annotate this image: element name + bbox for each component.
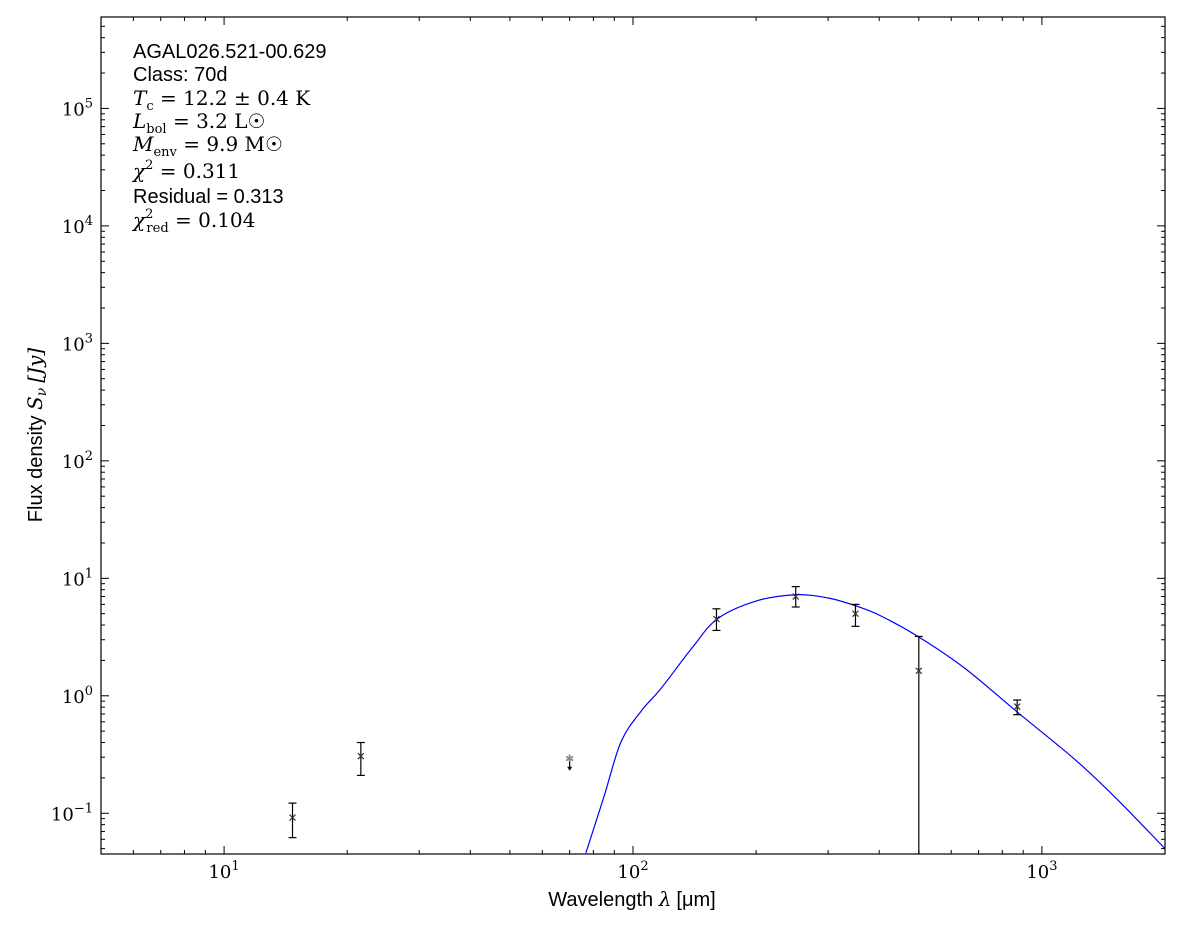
x-axis-label: Wavelength λ [μm]: [548, 887, 715, 911]
annotation-value: = 0.104: [169, 208, 256, 232]
x-marker: [357, 752, 365, 760]
tick-exponent: 0: [85, 684, 93, 699]
tick-base: 10: [62, 99, 85, 120]
tick-exponent: −1: [74, 801, 93, 816]
tick-exponent: 1: [231, 859, 239, 874]
tick-exponent: 2: [640, 859, 648, 874]
upper-limit-arrowhead: [567, 766, 573, 771]
annotation-line: Menv = 9.9 M☉: [132, 132, 283, 160]
x-tick-label: 101: [208, 859, 239, 883]
upper-limit-point: ✱: [565, 754, 574, 771]
annotation-line: Tc = 12.2 ± 0.4 K: [133, 86, 311, 114]
annotation-value: = 9.9 M☉: [177, 132, 283, 156]
tick-base: 10: [617, 862, 640, 883]
tick-base: 10: [1026, 862, 1049, 883]
annotation-line: χ2 red = 0.104: [131, 207, 255, 236]
y-tick-label: 103: [62, 331, 93, 355]
y-tick-label: 10−1: [51, 801, 93, 825]
y-tick-label: 104: [62, 214, 93, 238]
x-marker: [289, 814, 296, 821]
annotation-superscript: 2: [145, 207, 153, 222]
tick-exponent: 3: [1049, 859, 1057, 874]
data-point: [712, 608, 721, 632]
annotation-superscript: 2: [145, 158, 153, 173]
annotation-variable: χ: [131, 208, 147, 232]
y-tick-label: 100: [62, 684, 93, 708]
data-point: [791, 586, 800, 608]
tick-base: 10: [208, 862, 231, 883]
y-tick-label: 102: [62, 449, 93, 473]
annotation-line: Lbol = 3.2 L☉: [132, 109, 265, 137]
data-points-layer: ✱: [288, 586, 1022, 854]
annotation-subscript: red: [146, 221, 168, 236]
tick-base: 10: [62, 217, 85, 238]
tick-base: 10: [62, 687, 85, 708]
tick-base: 10: [51, 804, 74, 825]
tick-base: 10: [62, 334, 85, 355]
data-point: [851, 603, 860, 627]
tick-exponent: 1: [85, 566, 93, 581]
tick-base: 10: [62, 569, 85, 590]
y-tick-label: 101: [62, 566, 93, 590]
tick-exponent: 2: [85, 449, 93, 464]
x-marker: [1013, 703, 1021, 710]
x-tick-label: 103: [1026, 859, 1057, 883]
annotation-variable: χ: [131, 159, 147, 183]
annotation-variable: L: [132, 109, 146, 133]
model-curve-layer: [585, 594, 1165, 854]
plot-frame: [100, 16, 1166, 855]
star-marker: ✱: [565, 754, 574, 766]
annotation-value: = 3.2 L☉: [167, 109, 266, 133]
tick-exponent: 4: [85, 214, 93, 229]
data-point: [1013, 699, 1022, 716]
x-marker: [713, 615, 720, 623]
model-curve: [585, 594, 1165, 854]
y-tick-label: 105: [62, 96, 93, 120]
data-point: [288, 802, 297, 839]
data-point: [356, 741, 365, 777]
x-marker: [852, 610, 859, 618]
annotation-subscript: bol: [146, 122, 166, 137]
tick-base: 10: [62, 452, 85, 473]
annotation-subscript: env: [153, 145, 177, 160]
data-point: [914, 635, 923, 854]
annotation-value: = 0.311: [153, 159, 240, 183]
annotation-variable: M: [132, 132, 154, 156]
annotation-subscript: c: [146, 99, 153, 114]
x-marker: [792, 593, 800, 600]
annotation-line: Residual = 0.313: [133, 186, 284, 208]
x-marker: [915, 667, 923, 675]
annotation-line: Class: 70d: [133, 64, 228, 86]
annotation-line: AGAL026.521-00.629: [133, 41, 327, 63]
tick-exponent: 3: [85, 331, 93, 346]
annotation-line: χ2 = 0.311: [131, 158, 240, 183]
annotation-value: = 12.2 ± 0.4 K: [154, 86, 312, 110]
x-tick-label: 102: [617, 859, 648, 883]
annotation-variable: T: [133, 86, 148, 110]
tick-exponent: 5: [85, 96, 93, 111]
y-axis-label: Flux density Sν[Jy]: [23, 348, 50, 523]
